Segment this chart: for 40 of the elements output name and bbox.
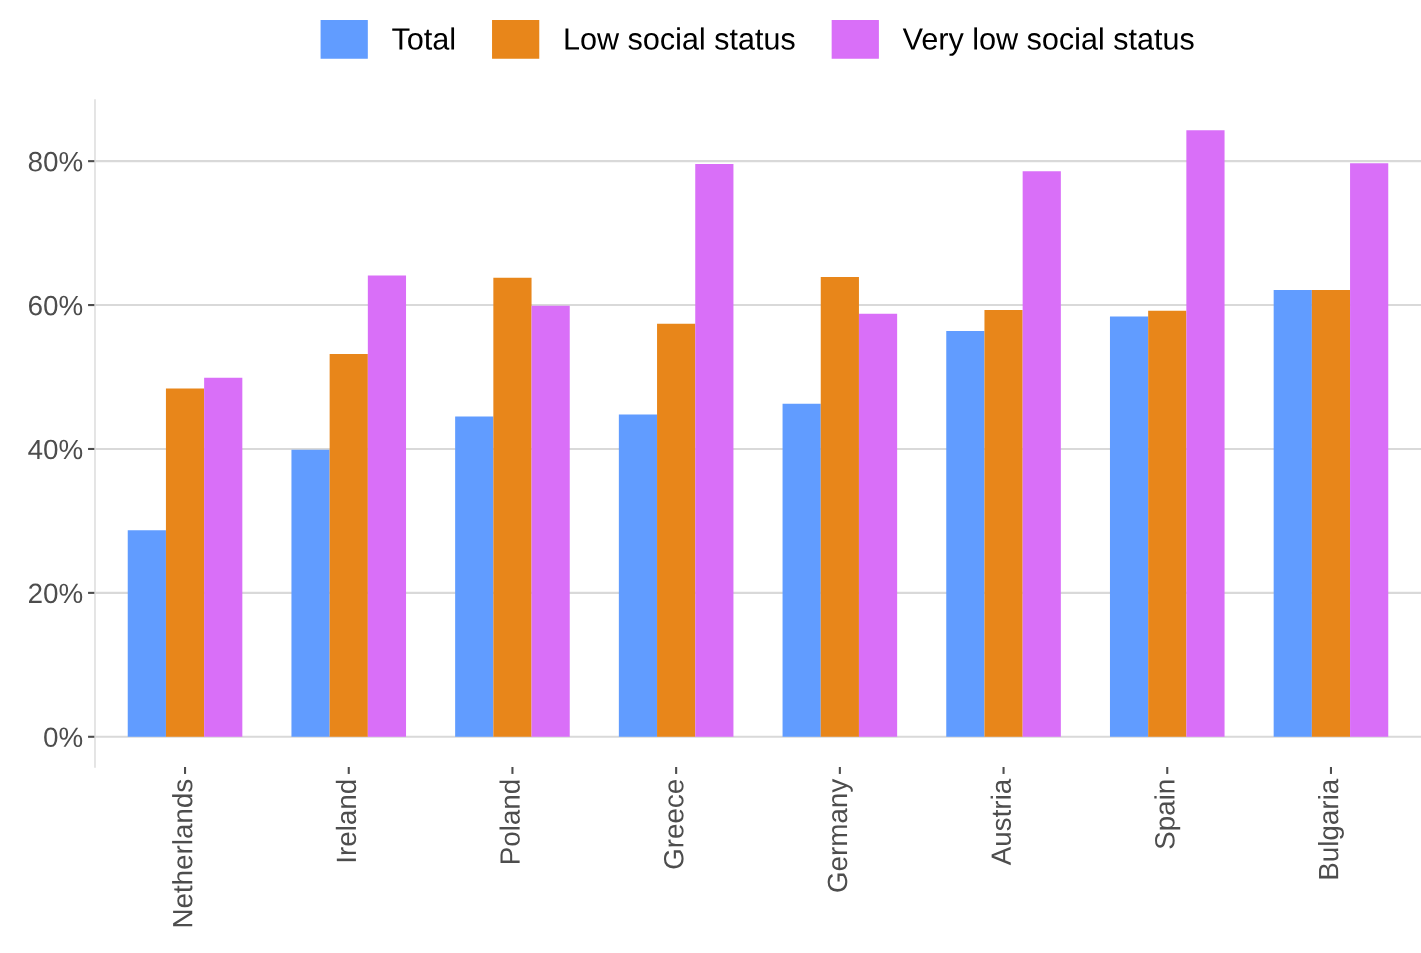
bar [291, 449, 330, 737]
bar [782, 403, 821, 737]
bar [127, 530, 166, 737]
x-tick-label: Bulgaria [1318, 778, 1344, 879]
bar [204, 377, 243, 737]
x-tick-label: Germany [827, 778, 853, 892]
bar [1022, 171, 1061, 737]
bar [946, 330, 985, 737]
x-tick-label: Poland [499, 780, 520, 864]
y-tick-label: 40% [28, 439, 83, 460]
bar [1186, 130, 1225, 737]
bar [1311, 289, 1351, 737]
bar [455, 416, 494, 737]
bar [367, 275, 407, 737]
bar [493, 277, 532, 737]
x-tick-label: Austria [990, 778, 1012, 866]
legend-label: Low social status [565, 27, 795, 50]
bar [531, 305, 570, 737]
x-tick-label: Greece [663, 780, 684, 869]
bar [858, 313, 898, 737]
y-tick-label: 20% [29, 583, 83, 604]
legend-label: Total [392, 27, 455, 50]
bar [329, 353, 368, 737]
bar [820, 277, 859, 737]
bar [1148, 310, 1187, 737]
y-tick-label: 80% [28, 151, 83, 172]
x-tick-label: Spain [1154, 780, 1181, 849]
x-tick-label: Netherlands [172, 779, 193, 927]
y-tick-label: 0% [44, 727, 83, 748]
bar [657, 323, 696, 737]
bar [165, 388, 205, 737]
bar [984, 310, 1023, 737]
bar [1273, 289, 1312, 737]
bar [695, 164, 734, 737]
y-tick-label: 60% [29, 295, 83, 316]
x-tick-label: Ireland [335, 780, 357, 862]
bar [1109, 316, 1149, 737]
bar [618, 414, 658, 737]
bar [1350, 163, 1389, 737]
legend-label: Very low social status [902, 27, 1194, 56]
